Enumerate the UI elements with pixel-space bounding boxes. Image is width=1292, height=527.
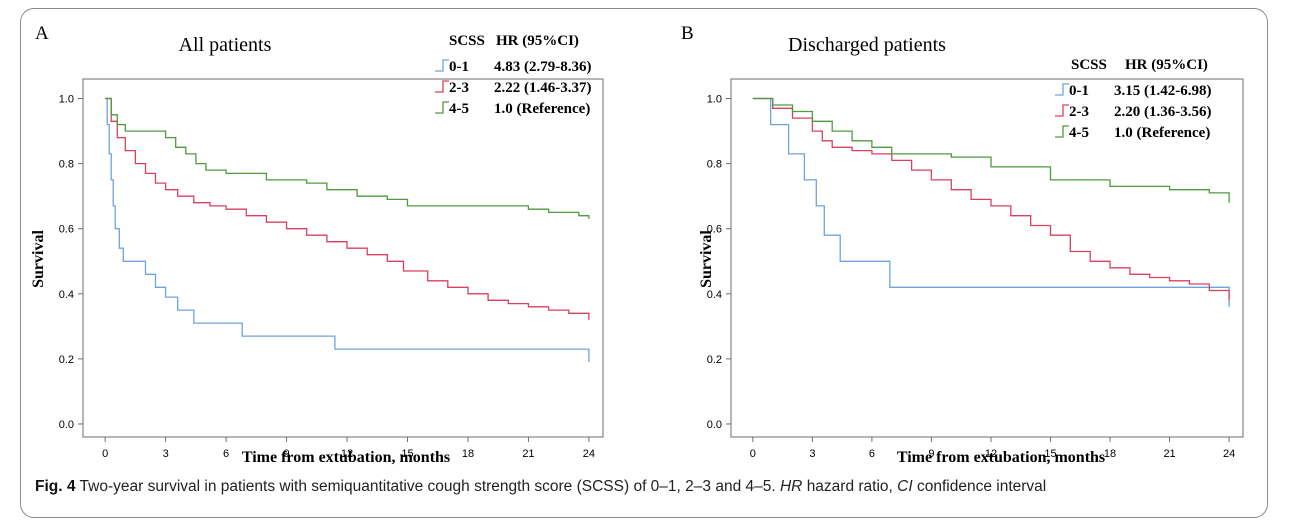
panel-a-y-axis-label: Survival	[30, 230, 47, 288]
panel-b-legend-header-scss: SCSS	[1071, 57, 1107, 73]
panel-a-legend-swatch-4-5	[435, 101, 449, 114]
figure-caption: Fig. 4 Two-year survival in patients wit…	[35, 477, 1265, 497]
panel-b-x-tick-label: 0	[750, 448, 756, 460]
caption-hr-abbr: HR	[779, 478, 803, 495]
caption-ci-def: confidence interval	[916, 478, 1047, 495]
panel-a-label: A	[35, 23, 49, 44]
panel-a-legend-swatch-2-3	[435, 80, 449, 93]
panel-b-legend-swatch-2-3	[1055, 104, 1069, 117]
panel-a-x-tick-label: 9	[284, 448, 290, 460]
caption-text: Two-year survival in patients with semiq…	[79, 478, 776, 495]
panel-b-legend-header-hr: HR (95%CI)	[1125, 57, 1208, 73]
panel-b-y-tick-label: 1.0	[707, 94, 722, 106]
panel-a-series-2-3-line	[105, 97, 590, 320]
panel-a-y-tick-label: 1.0	[59, 94, 74, 106]
panel-b-legend-label-4-5: 4-5	[1069, 125, 1089, 141]
panel-a-legend-header-hr: HR (95%CI)	[496, 33, 579, 49]
panel-b-label: B	[681, 23, 694, 44]
panel-b-series-4-5-line	[752, 97, 1230, 203]
panel-b-series-0-1-line	[752, 97, 1230, 307]
panel-a-legend-hr-0-1: 4.83 (2.79-8.36)	[494, 59, 592, 75]
panel-a-legend-label-0-1: 0-1	[449, 59, 469, 75]
panel-b-y-tick-label: 0.8	[707, 159, 722, 171]
caption-ci-abbr: CI	[897, 478, 913, 495]
panel-b-y-tick-label: 0.4	[707, 289, 722, 301]
panel-b-x-tick-label: 9	[928, 448, 934, 460]
caption-hr-def: hazard ratio,	[806, 478, 893, 495]
panel-a-legend-label-4-5: 4-5	[449, 101, 469, 117]
panel-a-x-tick-label: 0	[102, 448, 108, 460]
panel-a-x-axis-label: Time from extubation, months	[242, 449, 450, 466]
panel-a-y-tick-label: 0.4	[59, 289, 74, 301]
panel-b-series-2-3-line	[752, 97, 1230, 301]
panel-a-legend-header-scss: SCSS	[449, 33, 485, 49]
caption-label: Fig. 4	[35, 478, 76, 495]
panel-b-x-tick-label: 18	[1104, 448, 1116, 460]
panel-b-title: Discharged patients	[788, 34, 946, 56]
panel-b-x-tick-label: 3	[809, 448, 815, 460]
panel-a-y-tick-label: 0.6	[59, 224, 74, 236]
panel-b-y-tick-label: 0.6	[707, 224, 722, 236]
panel-b-legend-label-2-3: 2-3	[1069, 104, 1089, 120]
panel-b-x-tick-label: 24	[1223, 448, 1235, 460]
panel-a-y-tick-label: 0.2	[59, 354, 74, 366]
panel-a-series-0-1-line	[105, 97, 590, 363]
panel-a-series-4-5-line	[105, 97, 590, 219]
panel-a-x-tick-label: 12	[341, 448, 353, 460]
panel-b-y-axis-label: Survival	[698, 230, 715, 288]
panel-a-legend-hr-4-5: 1.0 (Reference)	[494, 101, 590, 117]
panel-a-x-tick-label: 3	[163, 448, 169, 460]
panel-b-legend-label-0-1: 0-1	[1069, 83, 1089, 99]
panel-b-x-tick-label: 6	[869, 448, 875, 460]
panel-b-x-tick-label: 12	[985, 448, 997, 460]
panel-a-y-tick-label: 0.0	[59, 419, 74, 431]
panel-a-x-tick-label: 6	[223, 448, 229, 460]
figure-plots: A All patients 0.0 0.2 0.4 0.6 0.8 1.0 0 3 6 9 12 15 1…	[30, 23, 1244, 466]
panel-a-legend-label-2-3: 2-3	[449, 80, 469, 96]
panel-b-legend-hr-2-3: 2.20 (1.36-3.56)	[1114, 104, 1212, 120]
figure-frame: A All patients 0.0 0.2 0.4 0.6 0.8 1.0 0 3 6 9 12 15 1…	[20, 8, 1268, 518]
panel-b-x-tick-label: 15	[1044, 448, 1056, 460]
panel-b-y-tick-label: 0.2	[707, 354, 722, 366]
panel-a-title: All patients	[179, 34, 272, 56]
panel-b-legend-hr-0-1: 3.15 (1.42-6.98)	[1114, 83, 1212, 99]
panel-a-plot-frame	[82, 78, 604, 438]
panel-b-legend-swatch-4-5	[1055, 125, 1069, 138]
panel-a-y-tick-label: 0.8	[59, 159, 74, 171]
panel-a-legend-hr-2-3: 2.22 (1.46-3.37)	[494, 80, 592, 96]
panel-b-x-axis-label: Time from extubation, months	[897, 449, 1105, 466]
panel-b-plot-frame	[730, 78, 1244, 438]
panel-b-x-tick-label: 21	[1163, 448, 1175, 460]
panel-a-x-tick-label: 15	[401, 448, 413, 460]
panel-a-x-tick-label: 18	[462, 448, 474, 460]
panel-a-legend-swatch-0-1	[435, 59, 449, 72]
panel-a-x-tick-label: 24	[583, 448, 595, 460]
panel-b-legend-swatch-0-1	[1055, 83, 1069, 96]
panel-b-legend-hr-4-5: 1.0 (Reference)	[1114, 125, 1210, 141]
panel-a-x-tick-label: 21	[522, 448, 534, 460]
panel-b-y-tick-label: 0.0	[707, 419, 722, 431]
